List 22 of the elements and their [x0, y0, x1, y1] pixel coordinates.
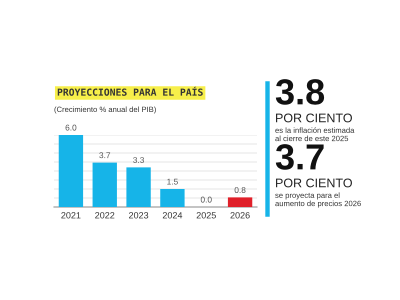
x-tick-label: 2023	[128, 212, 148, 218]
text: POR CIENTO	[276, 114, 352, 122]
bar	[160, 189, 185, 207]
x-tick-label: 2025	[196, 212, 216, 218]
bar	[58, 135, 84, 207]
bar	[126, 167, 151, 207]
data-label: 3.7	[99, 152, 110, 158]
bar	[228, 197, 252, 207]
x-tick-label: 2021	[61, 212, 81, 218]
data-label: 1.5	[167, 178, 178, 185]
data-label: 0.8	[234, 187, 246, 193]
x-tick-label: 2026	[230, 212, 250, 218]
text: 3.7	[276, 144, 324, 170]
chart-title: PROYECCIONES PARA EL PAÍS	[58, 86, 203, 96]
text: 3.8	[276, 79, 324, 105]
data-label: 3.3	[133, 157, 144, 163]
bar	[92, 162, 117, 207]
text: POR CIENTO	[276, 178, 352, 188]
x-tick-label: 2022	[95, 212, 114, 218]
data-label: 6.0	[66, 124, 76, 131]
x-tick-label: 2024	[162, 212, 182, 218]
data-label: 0.0	[200, 196, 212, 203]
